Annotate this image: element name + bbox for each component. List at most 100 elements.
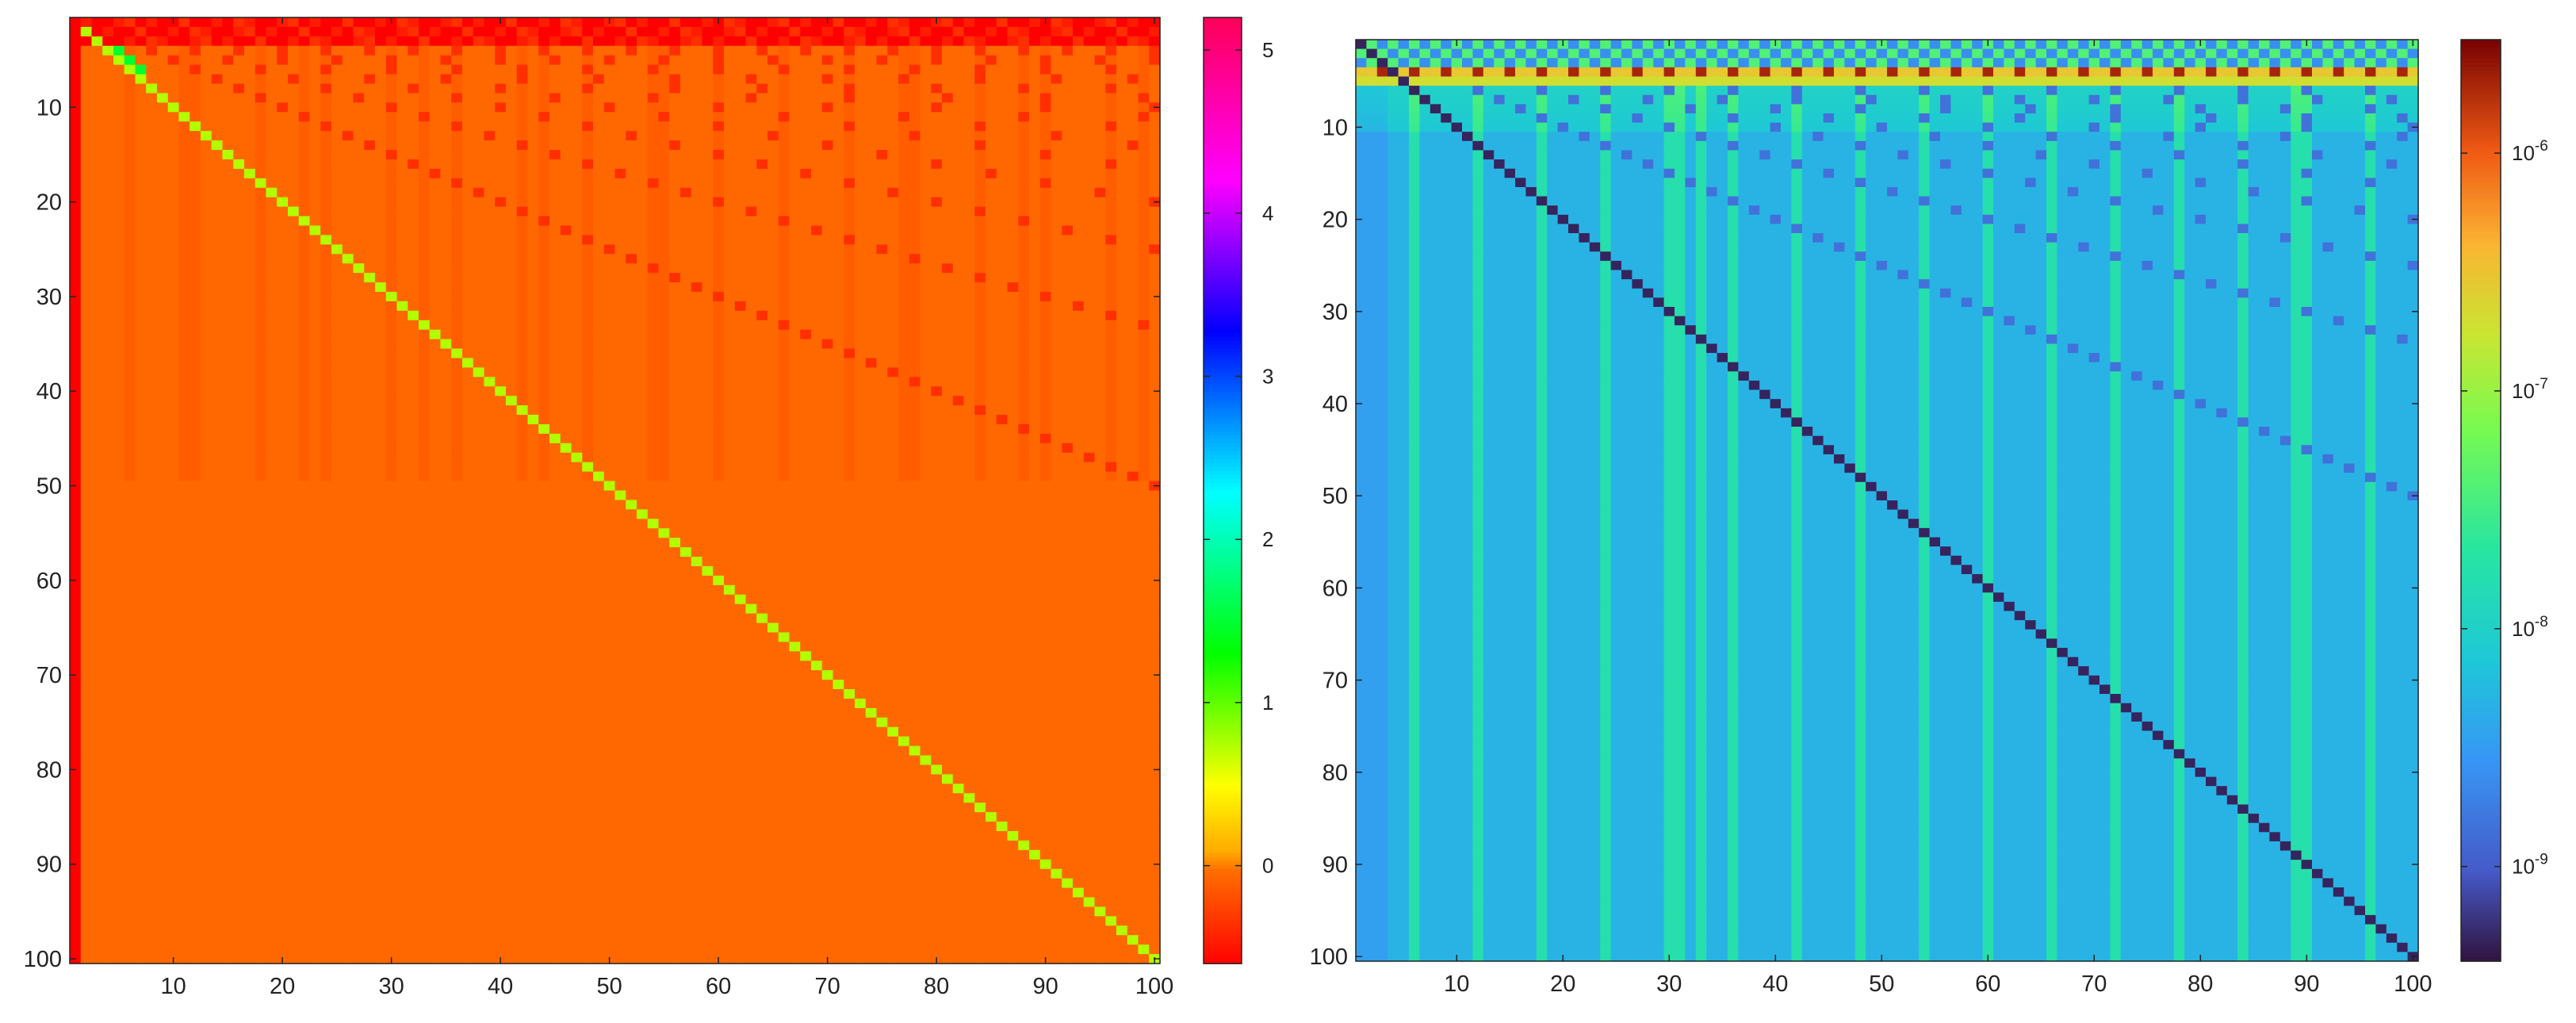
heatmap1-cell-r19-c37 xyxy=(462,187,474,198)
heatmap1-cell-r41-c65 xyxy=(767,396,779,406)
heatmap1-cell-r14-c17 xyxy=(244,140,256,151)
heatmap1-cell-r18-c16 xyxy=(233,178,245,189)
heatmap1-cell-r14-c69 xyxy=(811,140,823,151)
heatmap1-cell-r32-c95 xyxy=(1094,310,1106,321)
heatmap1-cell-r9-c66 xyxy=(778,93,790,103)
heatmap1-cell-r9-c89 xyxy=(1029,93,1041,103)
heatmap1-cell-r19-c18 xyxy=(255,187,267,198)
heatmap1-cell-r49-c94 xyxy=(1083,471,1096,482)
heatmap1-cell-r50-c39 xyxy=(484,481,496,492)
heatmap1-cell-r44-c33 xyxy=(419,423,431,435)
heatmap1-cell-r25-c40 xyxy=(495,244,507,255)
heatmap1-cell-r32-c91 xyxy=(1051,310,1062,321)
heatmap1-cell-r49-c35 xyxy=(440,471,452,482)
heatmap1-cell-r24-c22 xyxy=(298,235,311,245)
heatmap1-cell-r38-c48 xyxy=(582,367,594,377)
heatmap1-cell-r16-c5 xyxy=(113,159,125,170)
heatmap1-cell-r17-c37 xyxy=(462,168,474,179)
heatmap1-cell-r44-c70 xyxy=(821,423,834,435)
heatmap1-cell-r6-c19 xyxy=(266,64,278,75)
heatmap1-cell-r42-c2 xyxy=(80,405,93,416)
heatmap1-cell-r19-c12 xyxy=(189,187,201,198)
heatmap1-cell-r6-c54 xyxy=(647,64,660,75)
heatmap1-cell-r16-c27 xyxy=(353,159,365,170)
heatmap1-cell-r10-c14 xyxy=(211,102,224,113)
heatmap1-cell-r19-c11 xyxy=(178,187,190,198)
heatmap1-cell-r18-c45 xyxy=(549,178,561,189)
heatmap1-cell-r41-c15 xyxy=(222,396,234,406)
heatmap1-cell-r40-c31 xyxy=(396,386,408,397)
heatmap1-cell-r45-c65 xyxy=(767,433,779,444)
heatmap1-cell-r3-c19 xyxy=(266,36,278,47)
heatmap1-cell-r42-c39 xyxy=(484,405,496,416)
heatmap1-cell-r18-c32 xyxy=(408,178,419,189)
heatmap1-cell-r22-c67 xyxy=(789,216,801,227)
heatmap1-cell-r29-c84 xyxy=(974,282,986,293)
heatmap1-cell-r22-c59 xyxy=(702,216,714,227)
heatmap1-cell-r30-c41 xyxy=(506,291,518,302)
heatmap1-cell-r40-c18 xyxy=(255,386,267,397)
heatmap1-cell-r20-c82 xyxy=(952,197,965,208)
heatmap1-cell-r3-c41 xyxy=(506,36,518,47)
heatmap1-cell-r20-c20 xyxy=(277,197,289,208)
heatmap1-cell-r37-c22 xyxy=(298,358,311,369)
heatmap1-cell-r37-c61 xyxy=(724,358,736,369)
heatmap1-cell-r26-c22 xyxy=(298,254,311,264)
heatmap1-cell-r5-c45 xyxy=(549,55,561,66)
heatmap1-cell-r47-c25 xyxy=(331,452,343,463)
heatmap1-cell-r21-c8 xyxy=(146,206,158,217)
heatmap1-cell-r19-c45 xyxy=(549,187,561,198)
heatmap1-cell-r4-c7 xyxy=(135,45,147,56)
heatmap1-cell-r50-c26 xyxy=(342,481,354,492)
heatmap1-cell-r17-c47 xyxy=(571,168,583,179)
heatmap1-cell-r23-c21 xyxy=(288,225,300,236)
heatmap1-cell-r34-c7 xyxy=(135,329,147,340)
heatmap1-cell-r30-c92 xyxy=(1062,291,1074,302)
heatmap1-cell-r49-c87 xyxy=(1007,471,1019,482)
heatmap1-cell-r21-c23 xyxy=(309,206,321,217)
heatmap1-cell-r27-c28 xyxy=(364,263,376,274)
heatmap1-cell-r7-c84 xyxy=(974,74,986,85)
heatmap1-cell-r9-c17 xyxy=(244,93,256,103)
heatmap1-cell-r44-c62 xyxy=(734,423,747,435)
heatmap1-cell-r49-c11 xyxy=(178,471,190,482)
heatmap1-cell-r38-c47 xyxy=(571,367,583,377)
heatmap1-cell-r50-c65 xyxy=(767,481,779,492)
heatmap1-cell-r31-c69 xyxy=(811,301,823,312)
heatmap1-cell-r4-c21 xyxy=(288,45,300,56)
heatmap1-cell-r28-c26 xyxy=(342,273,354,283)
heatmap1-cell-r10-c60 xyxy=(713,102,725,113)
heatmap1-cell-r16-c18 xyxy=(255,159,267,170)
heatmap1-cell-r19-c79 xyxy=(920,187,932,198)
heatmap1-cell-r49-c97 xyxy=(1116,471,1128,482)
heatmap1-cell-r28-c4 xyxy=(102,273,114,283)
heatmap1-cell-r28-c62 xyxy=(734,273,747,283)
heatmap1-cell-r28-c45 xyxy=(549,273,561,283)
heatmap1-cell-r33-c85 xyxy=(986,320,997,331)
heatmap1-cell-r1-c31 xyxy=(396,17,408,28)
heatmap1-cell-r2-c11 xyxy=(178,26,190,37)
heatmap1-cell-r39-c51 xyxy=(614,377,626,387)
heatmap1-cell-r45-c87 xyxy=(1007,433,1019,444)
heatmap1-cell-r46-c61 xyxy=(724,443,736,454)
heatmap1-cell-r35-c56 xyxy=(669,339,681,350)
heatmap1-cell-r48-c69 xyxy=(811,462,823,473)
heatmap1-cell-r31-c54 xyxy=(647,301,660,312)
heatmap1-cell-r48-c31 xyxy=(396,462,408,473)
heatmap1-cell-r18-c15 xyxy=(222,178,234,189)
heatmap1-cell-r47-c12 xyxy=(189,452,201,463)
heatmap1-cell-r26-c3 xyxy=(91,254,103,264)
heatmap1-cell-r38-c1 xyxy=(70,367,82,377)
heatmap1-cell-r12-c87 xyxy=(1007,121,1019,132)
heatmap1-cell-r11-c85 xyxy=(986,112,997,122)
heatmap1-cell-r45-c36 xyxy=(451,433,463,444)
heatmap1-cell-r30-c62 xyxy=(734,291,747,302)
heatmap1-cell-r34-c57 xyxy=(680,329,692,340)
heatmap1-cell-r32-c88 xyxy=(1018,310,1030,321)
heatmap1-cell-r41-c8 xyxy=(146,396,158,406)
heatmap1-cell-r50-c29 xyxy=(375,481,387,492)
heatmap1-cell-r15-c30 xyxy=(385,150,398,160)
heatmap1-cell-r37-c57 xyxy=(680,358,692,369)
heatmap1-cell-r41-c73 xyxy=(855,396,867,406)
heatmap1-cell-r6-c56 xyxy=(669,64,681,75)
